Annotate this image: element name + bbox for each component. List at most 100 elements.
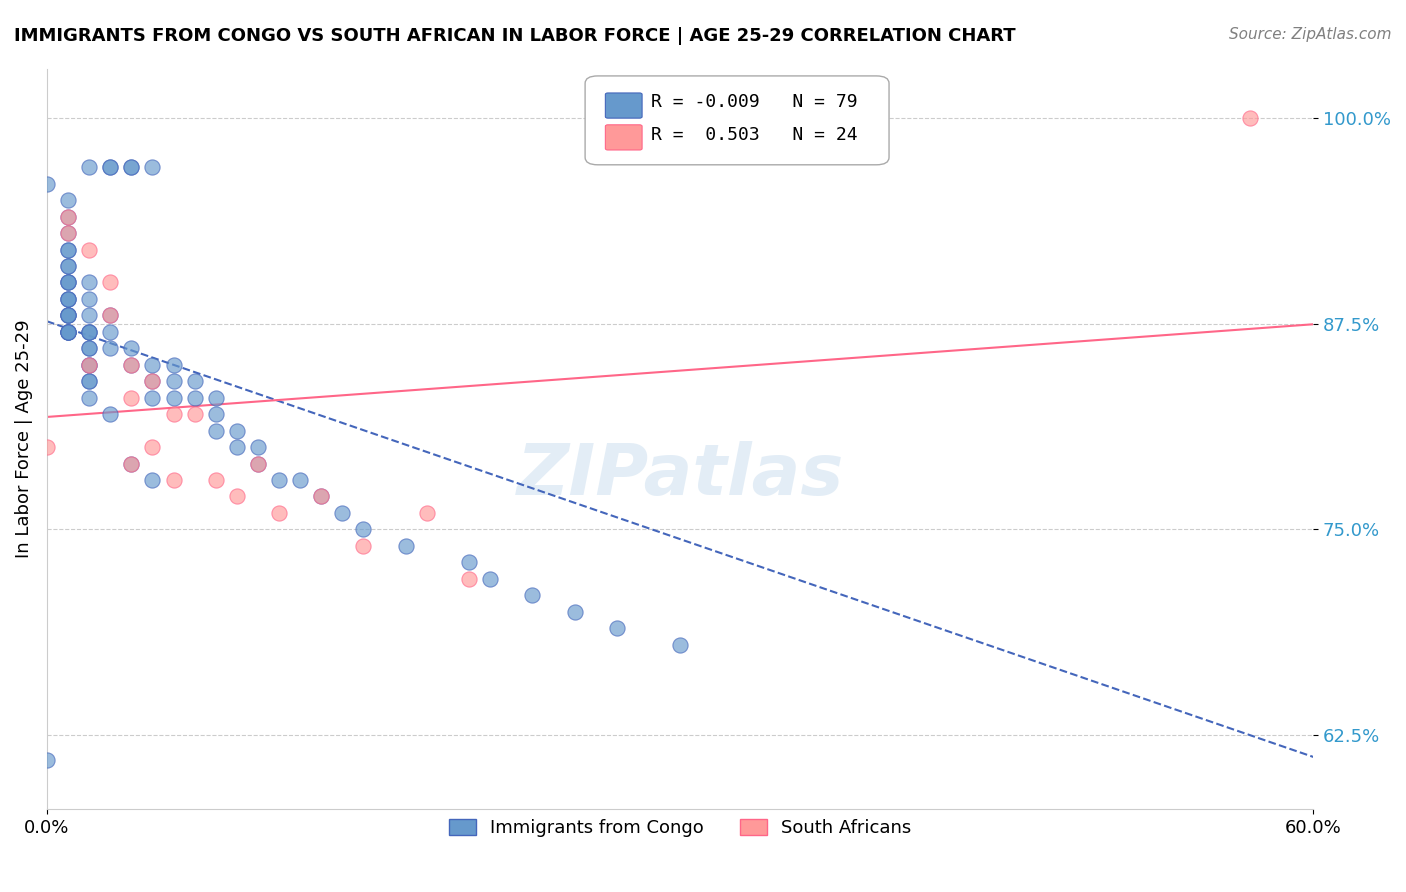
- Point: [77, 325, 100, 339]
- Point: [141, 161, 163, 175]
- Point: [246, 457, 269, 471]
- Point: [98, 407, 121, 421]
- Point: [669, 638, 692, 652]
- Point: [183, 391, 205, 405]
- Point: [77, 309, 100, 323]
- Point: [141, 473, 163, 487]
- Point: [77, 358, 100, 372]
- Point: [56, 292, 79, 306]
- Y-axis label: In Labor Force | Age 25-29: In Labor Force | Age 25-29: [15, 319, 32, 558]
- Point: [56, 309, 79, 323]
- Point: [225, 490, 247, 504]
- Point: [204, 391, 226, 405]
- Point: [120, 391, 142, 405]
- Point: [56, 259, 79, 273]
- Point: [311, 490, 333, 504]
- Point: [56, 210, 79, 224]
- Point: [56, 226, 79, 240]
- Point: [183, 374, 205, 388]
- Point: [267, 506, 290, 520]
- Point: [395, 539, 418, 553]
- Point: [204, 424, 226, 438]
- Point: [77, 325, 100, 339]
- Point: [77, 358, 100, 372]
- Point: [56, 309, 79, 323]
- Point: [98, 161, 121, 175]
- Point: [479, 572, 502, 586]
- Point: [77, 358, 100, 372]
- Point: [77, 243, 100, 257]
- Point: [204, 407, 226, 421]
- Point: [246, 440, 269, 454]
- Point: [77, 161, 100, 175]
- Point: [204, 473, 226, 487]
- Point: [56, 309, 79, 323]
- Point: [120, 358, 142, 372]
- Point: [98, 341, 121, 355]
- Point: [162, 374, 184, 388]
- Point: [56, 243, 79, 257]
- Point: [56, 276, 79, 290]
- Point: [56, 243, 79, 257]
- FancyBboxPatch shape: [606, 125, 643, 150]
- Point: [56, 193, 79, 207]
- Point: [564, 605, 586, 619]
- Point: [353, 539, 375, 553]
- Point: [162, 391, 184, 405]
- Point: [56, 325, 79, 339]
- Point: [56, 276, 79, 290]
- Point: [120, 358, 142, 372]
- Point: [56, 325, 79, 339]
- Point: [162, 407, 184, 421]
- Point: [77, 374, 100, 388]
- Point: [1323, 374, 1346, 388]
- Point: [1239, 111, 1261, 125]
- Point: [35, 177, 58, 191]
- Point: [56, 226, 79, 240]
- Text: Source: ZipAtlas.com: Source: ZipAtlas.com: [1229, 27, 1392, 42]
- Point: [98, 325, 121, 339]
- Point: [332, 506, 354, 520]
- Legend: Immigrants from Congo, South Africans: Immigrants from Congo, South Africans: [441, 812, 920, 845]
- Point: [56, 259, 79, 273]
- Text: R = -0.009   N = 79: R = -0.009 N = 79: [651, 93, 858, 111]
- Point: [225, 440, 247, 454]
- Text: R =  0.503   N = 24: R = 0.503 N = 24: [651, 126, 858, 145]
- Point: [35, 753, 58, 767]
- Point: [162, 473, 184, 487]
- Point: [56, 210, 79, 224]
- Text: IMMIGRANTS FROM CONGO VS SOUTH AFRICAN IN LABOR FORCE | AGE 25-29 CORRELATION CH: IMMIGRANTS FROM CONGO VS SOUTH AFRICAN I…: [14, 27, 1015, 45]
- Point: [98, 161, 121, 175]
- Point: [56, 325, 79, 339]
- Point: [77, 374, 100, 388]
- Point: [225, 424, 247, 438]
- Point: [416, 506, 439, 520]
- Point: [56, 292, 79, 306]
- FancyBboxPatch shape: [606, 93, 643, 118]
- Point: [77, 292, 100, 306]
- Point: [311, 490, 333, 504]
- Text: ZIPatlas: ZIPatlas: [516, 442, 844, 510]
- Point: [77, 341, 100, 355]
- FancyBboxPatch shape: [585, 76, 889, 165]
- Point: [120, 457, 142, 471]
- Point: [77, 391, 100, 405]
- Point: [56, 292, 79, 306]
- Point: [141, 391, 163, 405]
- Point: [98, 309, 121, 323]
- Point: [56, 309, 79, 323]
- Point: [141, 440, 163, 454]
- Point: [141, 358, 163, 372]
- Point: [77, 325, 100, 339]
- Point: [35, 440, 58, 454]
- Point: [141, 374, 163, 388]
- Point: [120, 161, 142, 175]
- Point: [56, 276, 79, 290]
- Point: [77, 276, 100, 290]
- Point: [120, 161, 142, 175]
- Point: [183, 407, 205, 421]
- Point: [98, 276, 121, 290]
- Point: [120, 341, 142, 355]
- Point: [56, 325, 79, 339]
- Point: [353, 522, 375, 536]
